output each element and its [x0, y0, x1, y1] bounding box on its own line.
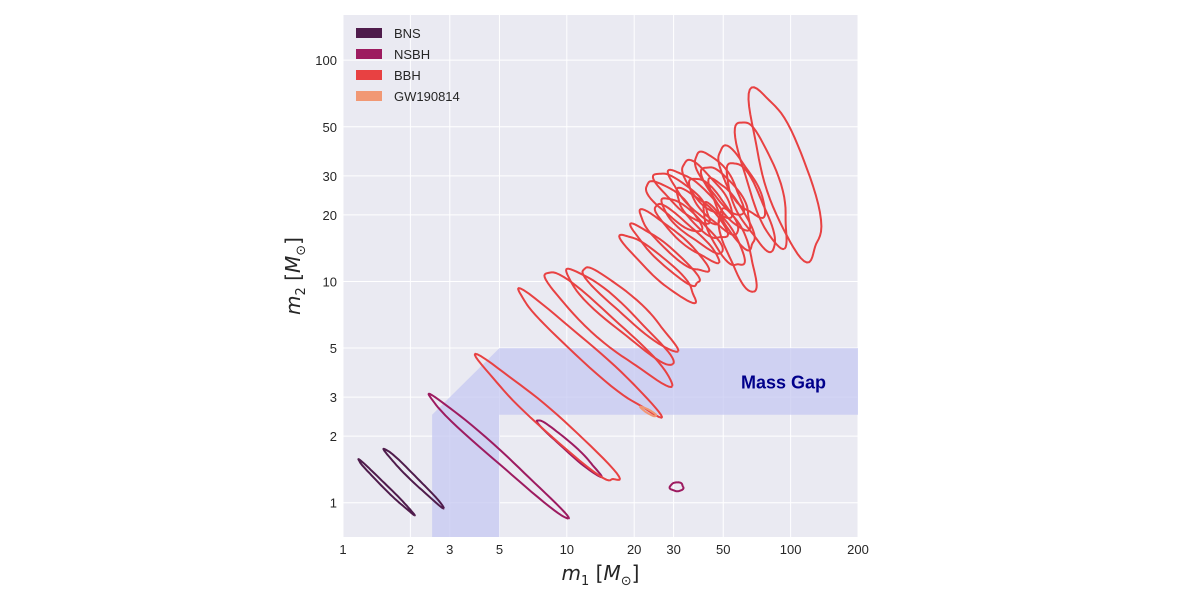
bbh-contour: [693, 150, 746, 216]
x-tick-label: 10: [560, 542, 574, 557]
bbh-contour: [717, 207, 758, 293]
nsbh-contour: [535, 419, 603, 479]
y-tick-labels: 1 2 3 5 10 20 30 50 100: [315, 53, 337, 511]
x-tick-label: 100: [780, 542, 802, 557]
y-tick-label: 30: [323, 169, 337, 184]
nsbh-contour: [427, 392, 570, 520]
bns-contour: [382, 447, 445, 510]
legend-swatch: [356, 70, 382, 80]
y-tick-label: 20: [323, 208, 337, 223]
bbh-contour: [660, 197, 724, 255]
x-tick-label: 30: [666, 542, 680, 557]
legend-swatch: [356, 49, 382, 59]
bbh-contour: [733, 121, 788, 251]
bbh-contour: [581, 266, 680, 353]
bbh-contour: [653, 202, 721, 265]
x-axis-label-close: ]: [632, 561, 640, 585]
y-axis-label-m: m: [281, 295, 305, 314]
mass-gap-region: [432, 348, 858, 537]
legend: BNS NSBH BBH GW190814: [356, 26, 460, 104]
x-axis-label-sub: 1: [581, 574, 589, 589]
legend-swatch: [356, 28, 382, 38]
x-tick-label: 1: [339, 542, 346, 557]
y-axis-label-open: [: [281, 273, 305, 287]
y-tick-label: 3: [330, 390, 337, 405]
nsbh-contour: [668, 481, 685, 493]
bbh-contour: [681, 158, 734, 220]
y-axis-label-sub: 2: [294, 287, 309, 295]
bbh-contour: [717, 144, 767, 220]
bns-contour: [357, 458, 416, 517]
bbh-contour: [638, 208, 711, 273]
bbh-contour: [707, 177, 756, 252]
bbh-contour: [565, 267, 675, 366]
x-axis-label-open: [: [589, 561, 603, 585]
x-tick-labels: 1 2 3 5 10 20 30 50 100 200: [339, 542, 868, 557]
bbh-contour: [473, 352, 621, 482]
y-axis-label-close: ]: [281, 237, 305, 245]
x-tick-label: 2: [407, 542, 414, 557]
bbh-contour: [645, 180, 704, 233]
x-axis-label-sun: ⊙: [621, 574, 632, 589]
y-tick-label: 10: [323, 274, 337, 289]
grid: [342, 15, 859, 537]
bbh-contour: [725, 162, 776, 254]
legend-label: GW190814: [394, 89, 460, 104]
legend-label: BNS: [394, 26, 421, 41]
y-axis-label-sun: ⊙: [294, 245, 309, 256]
bbh-contour: [629, 222, 701, 288]
y-tick-label: 2: [330, 429, 337, 444]
bbh-contour: [702, 201, 746, 266]
x-tick-label: 50: [716, 542, 730, 557]
contours: [357, 86, 823, 520]
bbh-contour: [747, 86, 823, 264]
legend-label: NSBH: [394, 47, 430, 62]
gw190814-contour: [639, 405, 658, 418]
x-axis-label: m1 [M⊙]: [562, 561, 640, 589]
y-tick-label: 1: [330, 496, 337, 511]
x-axis-label-unit: M: [603, 561, 620, 585]
y-tick-label: 50: [323, 120, 337, 135]
y-axis-label-unit: M: [281, 256, 305, 273]
y-tick-label: 100: [315, 53, 337, 68]
bbh-contour: [675, 186, 729, 239]
x-tick-label: 3: [446, 542, 453, 557]
bbh-contour: [699, 166, 752, 232]
legend-label: BBH: [394, 68, 421, 83]
bbh-contour: [618, 233, 697, 305]
y-tick-label: 5: [330, 341, 337, 356]
x-tick-label: 200: [847, 542, 869, 557]
x-tick-label: 5: [496, 542, 503, 557]
x-tick-label: 20: [627, 542, 641, 557]
bbh-contour: [517, 287, 663, 419]
legend-swatch: [356, 91, 382, 101]
mass-gap-label: Mass Gap: [741, 372, 826, 392]
x-axis-label-m: m: [562, 561, 581, 585]
bbh-contour: [543, 271, 674, 388]
y-axis-label: m2 [M⊙]: [281, 237, 309, 315]
